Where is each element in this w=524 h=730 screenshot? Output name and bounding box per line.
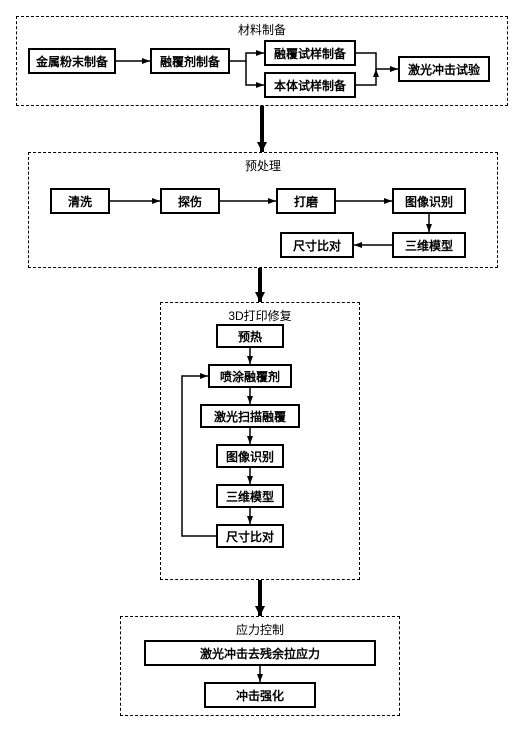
node-b10: 三维模型 bbox=[392, 232, 466, 258]
node-b12: 预热 bbox=[216, 324, 284, 348]
node-b5: 激光冲击试验 bbox=[398, 56, 490, 82]
section-title: 材料制备 bbox=[17, 21, 507, 38]
node-b13: 喷涂融覆剂 bbox=[208, 364, 292, 388]
node-b11: 尺寸比对 bbox=[280, 232, 354, 258]
section-title: 3D打印修复 bbox=[161, 307, 359, 324]
node-b3: 融覆试样制备 bbox=[264, 40, 356, 66]
node-b1: 金属粉末制备 bbox=[28, 48, 116, 74]
node-b6: 清洗 bbox=[50, 188, 110, 214]
section-title: 预处理 bbox=[29, 157, 497, 174]
node-b14: 激光扫描融覆 bbox=[200, 404, 300, 428]
node-b18: 激光冲击去残余拉应力 bbox=[144, 640, 376, 666]
node-b9: 图像识别 bbox=[392, 188, 466, 214]
section-title: 应力控制 bbox=[121, 621, 399, 638]
node-b4: 本体试样制备 bbox=[264, 72, 356, 98]
node-b19: 冲击强化 bbox=[204, 682, 316, 708]
node-b17: 尺寸比对 bbox=[216, 524, 284, 548]
node-b7: 探伤 bbox=[160, 188, 220, 214]
node-b8: 打磨 bbox=[276, 188, 336, 214]
node-b2: 融覆剂制备 bbox=[150, 48, 230, 74]
node-b15: 图像识别 bbox=[216, 444, 284, 468]
node-b16: 三维模型 bbox=[216, 484, 284, 508]
